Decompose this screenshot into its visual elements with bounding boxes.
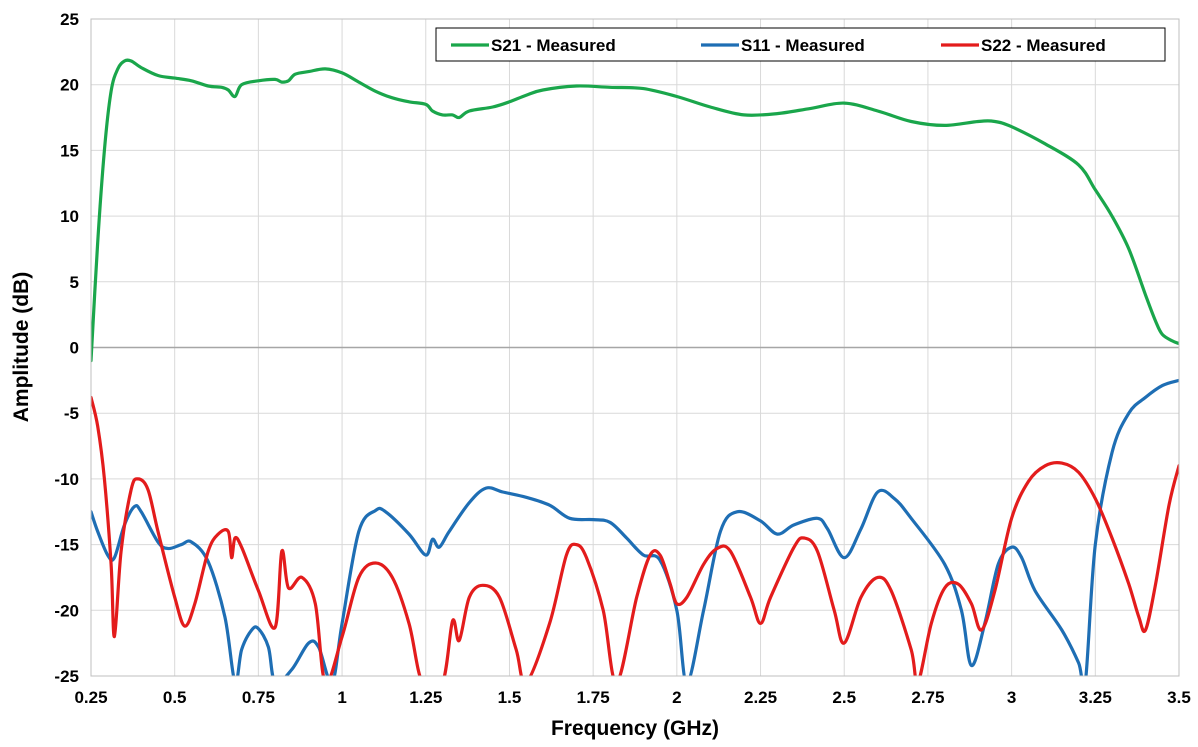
y-tick-label: -25 [54,667,79,686]
s21-line [91,58,1179,363]
y-tick-label: 0 [70,339,79,358]
x-axis-title: Frequency (GHz) [551,717,719,740]
y-tick-label: -5 [64,404,79,423]
legend-box [435,27,1166,62]
y-tick-label: 20 [60,76,79,95]
y-tick-label: 25 [60,10,79,29]
s21-legend-label: S21 - Measured [491,36,616,55]
series-layer [91,58,1179,676]
legend: S21 - Measured S11 - Measured S22 - Measur… [435,27,1166,62]
y-tick-label: 15 [60,141,79,160]
x-tick-label: 3 [1007,688,1016,707]
x-tick-label: 0.75 [242,688,275,707]
x-tick-label: 0.25 [74,688,107,707]
y-tick-label: -20 [54,601,79,620]
x-tick-label: 1.75 [577,688,610,707]
x-tick-labels: 0.25 0.5 0.75 1 1.25 1.5 1.75 2 2.25 2.5 2.75 3 3.25… [74,688,1190,707]
y-axis-title: Amplitude (dB) [10,272,33,422]
s22-line [91,395,1179,676]
x-tick-label: 1.5 [498,688,522,707]
x-tick-label: 1.25 [409,688,442,707]
y-tick-label: 5 [70,273,79,292]
s22-legend-label: S22 - Measured [981,36,1106,55]
plot-frame [90,18,1180,677]
x-tick-label: 1 [337,688,346,707]
y-tick-label: -15 [54,536,79,555]
y-tick-label: 10 [60,207,79,226]
x-tick-label: 3.5 [1167,688,1191,707]
x-tick-label: 2.5 [832,688,856,707]
x-tick-label: 3.25 [1079,688,1112,707]
x-tick-label: 0.5 [163,688,187,707]
y-tick-label: -10 [54,470,79,489]
x-tick-label: 2.75 [911,688,944,707]
x-tick-label: 2 [672,688,681,707]
x-tick-label: 2.25 [744,688,777,707]
y-tick-labels: 25 20 15 10 5 0 -5 -10 -15 -20 -25 [54,10,79,686]
s11-legend-label: S11 - Measured [741,36,865,55]
s11-line [91,378,1179,676]
